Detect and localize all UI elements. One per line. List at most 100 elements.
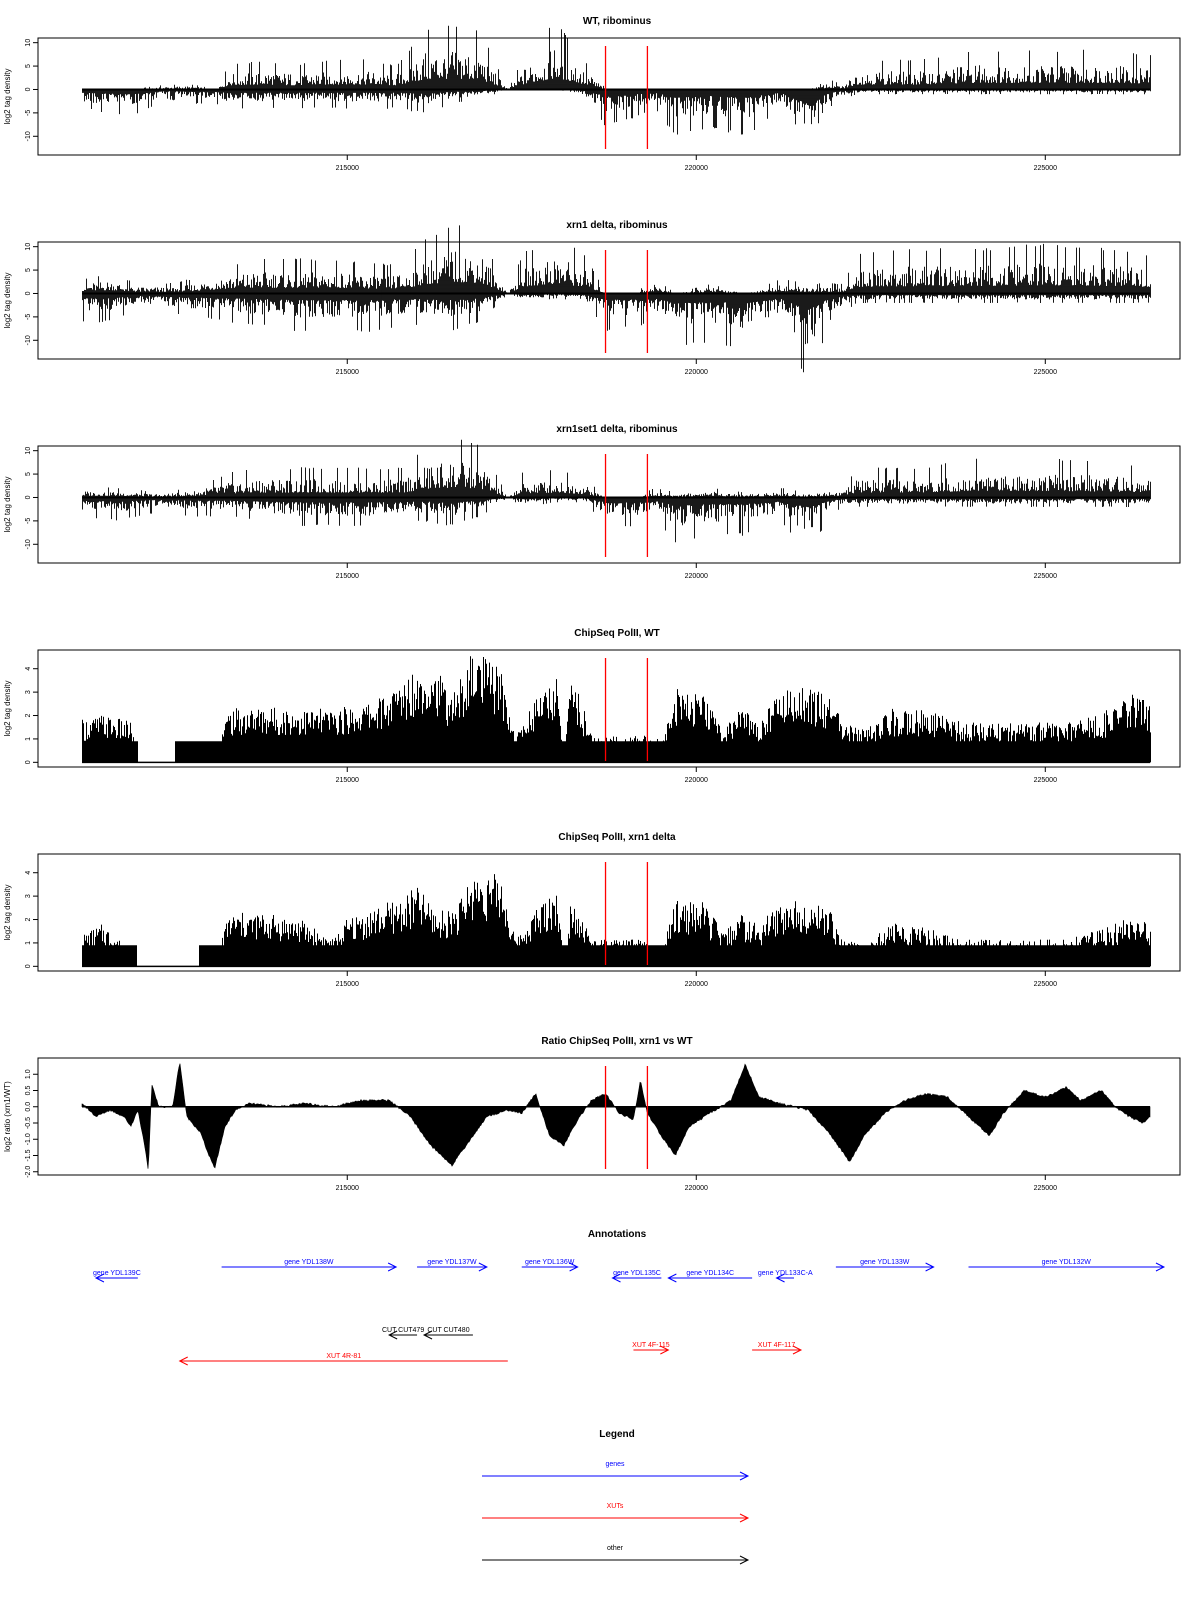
y-tick-label: -5 xyxy=(25,518,32,524)
x-tick-label: 215000 xyxy=(336,573,359,580)
annotations-title: Annotations xyxy=(588,1229,647,1240)
track-panel: xrn1set1 delta, ribominus log2 tag densit… xyxy=(3,424,1181,580)
legend-item-label: XUTs xyxy=(607,1503,624,1510)
y-tick-label: 0 xyxy=(25,760,32,764)
y-axis-label: log2 tag density xyxy=(3,272,12,328)
y-tick-label: 4 xyxy=(25,871,32,875)
x-tick-label: 215000 xyxy=(336,1185,359,1192)
x-tick-label: 225000 xyxy=(1034,573,1057,580)
gene-label: gene YDL139C xyxy=(93,1270,141,1277)
y-tick-label: -1.5 xyxy=(25,1149,32,1161)
ratio-area xyxy=(81,1063,1151,1169)
y-axis-label: log2 tag density xyxy=(3,68,12,124)
y-tick-label: 0 xyxy=(25,291,32,295)
legend-panel: Legend genes XUTs other xyxy=(482,1429,750,1565)
density-bars xyxy=(82,439,1151,543)
y-tick-label: 10 xyxy=(25,39,32,47)
panel-title: ChipSeq PolII, xrn1 delta xyxy=(558,832,676,843)
panel-title: Ratio ChipSeq PolII, xrn1 vs WT xyxy=(541,1036,692,1047)
legend-item-arrowhead xyxy=(739,1555,750,1565)
gene-label: gene YDL132W xyxy=(1042,1259,1092,1266)
y-tick-label: 0 xyxy=(25,495,32,499)
x-tick-label: 225000 xyxy=(1034,1185,1057,1192)
y-tick-label: 3 xyxy=(25,690,32,694)
gene-arrowhead xyxy=(94,1273,105,1283)
data-series xyxy=(82,25,1151,135)
x-tick-label: 215000 xyxy=(336,777,359,784)
panel-title: xrn1 delta, ribominus xyxy=(566,220,668,231)
gene-label: gene YDL138W xyxy=(284,1259,334,1266)
y-tick-label: 3 xyxy=(25,894,32,898)
y-axis-label: log2 ratio (xrn1/WT) xyxy=(3,1081,12,1152)
legend-title: Legend xyxy=(599,1429,635,1440)
plot-frame xyxy=(37,649,1181,768)
data-series xyxy=(82,656,1151,764)
x-tick-label: 220000 xyxy=(685,777,708,784)
panel-title: ChipSeq PolII, WT xyxy=(574,628,660,639)
y-tick-label: 1 xyxy=(25,941,32,945)
gene-arrowhead xyxy=(611,1273,621,1283)
xut-label: XUT 4F-117 xyxy=(758,1342,796,1349)
plot-frame xyxy=(37,853,1181,972)
y-tick-label: 1 xyxy=(25,737,32,741)
x-tick-label: 220000 xyxy=(685,369,708,376)
y-tick-label: 10 xyxy=(25,243,32,251)
gene-label: gene YDL133W xyxy=(860,1259,910,1266)
gene-arrowhead xyxy=(569,1262,579,1272)
y-axis-label: log2 tag density xyxy=(3,680,12,736)
x-tick-label: 220000 xyxy=(685,1185,708,1192)
gene-arrowhead xyxy=(667,1273,677,1283)
y-tick-label: 5 xyxy=(25,64,32,68)
y-tick-label: 0.0 xyxy=(25,1102,32,1112)
y-axis-label: log2 tag density xyxy=(3,884,12,940)
legend-item-arrowhead xyxy=(739,1471,750,1481)
y-tick-label: -0.5 xyxy=(25,1117,32,1129)
xut-arrowhead xyxy=(178,1356,188,1366)
x-tick-label: 220000 xyxy=(685,573,708,580)
x-tick-label: 220000 xyxy=(685,981,708,988)
y-tick-label: 4 xyxy=(25,667,32,671)
gene-arrowhead xyxy=(1155,1262,1166,1272)
gene-arrowhead xyxy=(387,1262,398,1272)
y-tick-label: 2 xyxy=(25,713,32,717)
gene-label: gene YDL137W xyxy=(427,1259,477,1266)
legend-item-label: other xyxy=(607,1545,624,1552)
y-tick-label: 0 xyxy=(25,964,32,968)
plot-frame xyxy=(37,445,1181,564)
track-panel: xrn1 delta, ribominus log2 tag density 10 5… xyxy=(3,220,1181,376)
other-arrowhead xyxy=(388,1330,398,1340)
y-tick-label: -10 xyxy=(25,539,32,549)
x-tick-label: 215000 xyxy=(336,369,359,376)
y-tick-label: -2.0 xyxy=(25,1166,32,1178)
track-panel: ChipSeq PolII, WT log2 tag density 0 1 2 3 4 21… xyxy=(3,628,1181,784)
plot-frame xyxy=(37,1057,1181,1176)
density-bars xyxy=(82,25,1151,135)
other-label: CUT CUT479 xyxy=(382,1327,424,1334)
data-series xyxy=(82,874,1151,968)
plot-frame xyxy=(37,241,1181,360)
track-panel: ChipSeq PolII, xrn1 delta log2 tag densit… xyxy=(3,832,1181,988)
other-label: CUT CUT480 xyxy=(427,1327,469,1334)
track-panel: WT, ribominus log2 tag density 10 5 0 -5 -10 21… xyxy=(3,16,1181,172)
y-tick-label: 5 xyxy=(25,268,32,272)
annotations-panel: Annotations gene YDL139C gene YDL138W gene… xyxy=(93,1229,1166,1366)
y-tick-label: -1.0 xyxy=(25,1133,32,1145)
gene-label: gene YDL135C xyxy=(613,1270,661,1277)
gene-label: gene YDL134C xyxy=(686,1270,734,1277)
gene-arrowhead xyxy=(775,1273,785,1283)
legend-item-label: genes xyxy=(605,1461,625,1468)
y-tick-label: 5 xyxy=(25,472,32,476)
y-tick-label: -5 xyxy=(25,110,32,116)
data-series xyxy=(82,439,1151,543)
track-panel: Ratio ChipSeq PolII, xrn1 vs WT log2 rati… xyxy=(3,1036,1181,1192)
y-tick-label: 2 xyxy=(25,917,32,921)
density-bars xyxy=(82,225,1151,373)
x-tick-label: 220000 xyxy=(685,165,708,172)
x-tick-label: 225000 xyxy=(1034,369,1057,376)
other-arrowhead xyxy=(422,1330,433,1340)
xut-arrowhead xyxy=(660,1345,670,1355)
panel-title: xrn1set1 delta, ribominus xyxy=(556,424,678,435)
y-tick-label: 0.5 xyxy=(25,1086,32,1096)
